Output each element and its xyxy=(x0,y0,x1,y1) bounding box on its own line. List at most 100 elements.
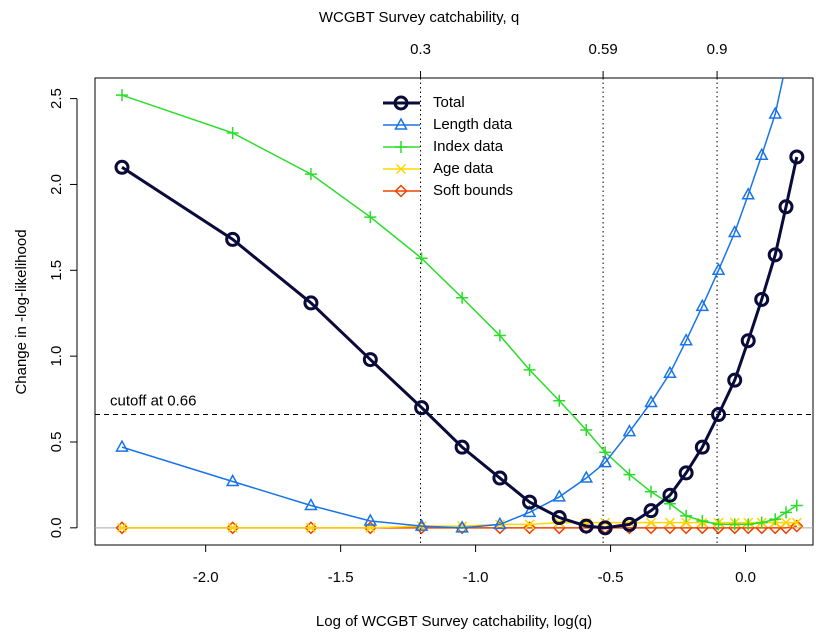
point xyxy=(523,521,537,535)
point xyxy=(754,291,770,307)
point xyxy=(579,470,594,483)
point xyxy=(226,521,240,535)
point xyxy=(680,509,693,522)
point xyxy=(623,468,636,481)
point xyxy=(727,372,743,388)
point xyxy=(116,522,128,533)
y-tick-label: 1.5 xyxy=(48,260,65,281)
point xyxy=(781,58,792,68)
y-tick-label: 0.0 xyxy=(48,517,65,538)
series-line xyxy=(121,156,799,530)
point xyxy=(790,519,804,533)
point xyxy=(696,514,709,527)
point xyxy=(456,291,469,304)
point xyxy=(524,519,535,530)
y-tick-label: 0.5 xyxy=(48,432,65,453)
point xyxy=(455,520,469,533)
x-tick-label: -1.5 xyxy=(328,569,354,586)
x-tick-label: -0.5 xyxy=(598,569,624,586)
point xyxy=(415,252,428,265)
x-tick-label: -1.0 xyxy=(463,569,489,586)
point xyxy=(457,521,468,532)
point xyxy=(644,394,658,408)
point xyxy=(305,522,316,533)
legend-label: Length data xyxy=(433,116,513,133)
legend-label: Soft bounds xyxy=(433,182,513,199)
point xyxy=(711,407,727,423)
y-tick-label: 2.0 xyxy=(48,174,65,195)
point xyxy=(664,517,675,528)
point xyxy=(694,439,710,455)
plot-area xyxy=(114,7,805,536)
point xyxy=(727,224,742,238)
series-line xyxy=(121,78,784,529)
point xyxy=(728,518,741,531)
point xyxy=(115,521,129,535)
point xyxy=(225,231,241,247)
cutoff-label: cutoff at 0.66 xyxy=(110,392,196,409)
x-tick-label: 0.0 xyxy=(735,569,756,586)
point xyxy=(663,365,677,379)
point xyxy=(767,247,783,263)
point xyxy=(621,516,637,532)
point xyxy=(580,423,593,436)
point xyxy=(363,521,377,535)
legend-marker xyxy=(395,163,407,175)
point xyxy=(364,211,377,224)
point xyxy=(304,497,318,511)
legend-label: Index data xyxy=(433,138,504,155)
point xyxy=(493,329,506,342)
point xyxy=(712,518,725,531)
point xyxy=(363,513,378,526)
point xyxy=(778,199,794,215)
point xyxy=(303,295,319,311)
point xyxy=(115,439,129,452)
x2-tick-label: 0.3 xyxy=(410,41,431,58)
point xyxy=(695,298,710,312)
point xyxy=(597,520,613,536)
point xyxy=(493,516,507,530)
point xyxy=(523,363,536,376)
point xyxy=(662,487,678,503)
point xyxy=(791,7,802,17)
point xyxy=(742,518,755,531)
point xyxy=(227,522,238,533)
point xyxy=(643,503,659,519)
point xyxy=(780,506,793,519)
point xyxy=(551,510,567,526)
point xyxy=(492,470,508,486)
point xyxy=(414,400,430,416)
x-axis-title: Log of WCGBT Survey catchability, log(q) xyxy=(316,613,592,630)
point xyxy=(645,485,658,498)
point xyxy=(754,147,769,161)
point xyxy=(768,106,782,119)
point xyxy=(553,394,566,407)
point xyxy=(780,517,792,528)
point xyxy=(414,518,429,531)
legend-label: Total xyxy=(433,94,465,111)
point xyxy=(740,333,756,349)
legend-marker xyxy=(394,184,408,198)
point xyxy=(790,499,803,512)
point xyxy=(304,168,317,181)
point xyxy=(552,489,567,502)
point xyxy=(681,517,692,528)
legend-marker xyxy=(394,117,408,130)
x-tick-label: -2.0 xyxy=(193,569,219,586)
point xyxy=(741,187,755,200)
point xyxy=(711,262,726,276)
legend-marker xyxy=(395,141,407,153)
x2-tick-label: 0.59 xyxy=(588,41,617,58)
y-axis-title: Change in -log-likelihood xyxy=(13,229,30,394)
point xyxy=(114,159,130,175)
point xyxy=(454,439,470,455)
legend-label: Age data xyxy=(433,160,494,177)
y-tick-label: 1.0 xyxy=(48,346,65,367)
x2-tick-label: 0.9 xyxy=(707,41,728,58)
point xyxy=(789,149,805,165)
point xyxy=(646,517,657,528)
point xyxy=(225,473,240,487)
point xyxy=(362,352,378,368)
point xyxy=(678,465,694,481)
